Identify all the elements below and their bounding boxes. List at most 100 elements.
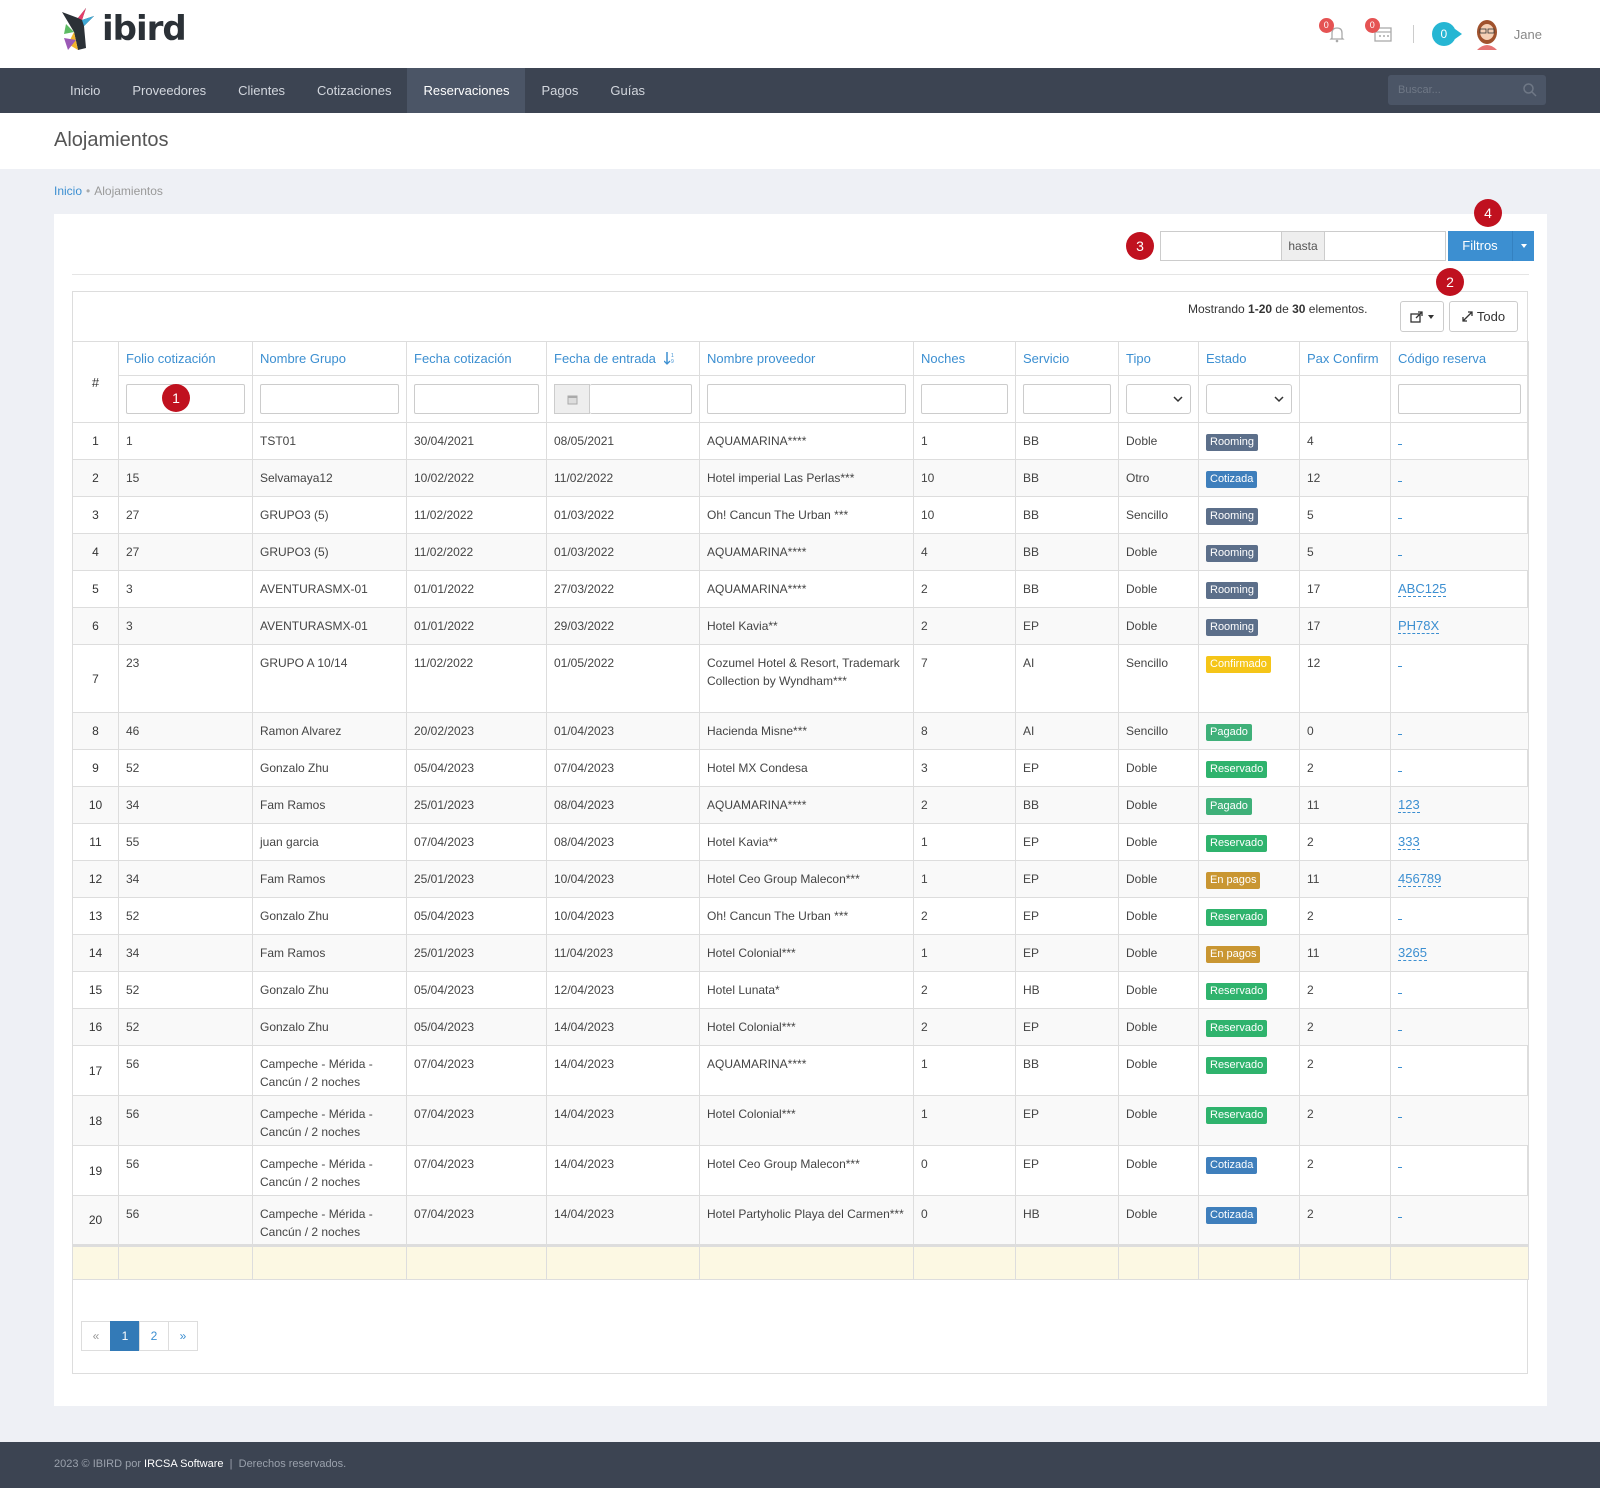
reservation-code-link[interactable]: PH78X — [1398, 618, 1440, 634]
table-row[interactable]: 14 34 Fam Ramos 25/01/2023 11/04/2023 Hotel C… — [72, 934, 1529, 972]
table-row[interactable]: 11 55 juan garcia 07/04/2023 08/04/2023 Hotel… — [72, 823, 1529, 861]
table-row[interactable]: 18 56 Campeche - Mérida - Cancún / 2 noche… — [72, 1095, 1529, 1146]
cell-pax: 2 — [1299, 1195, 1391, 1246]
reservation-code-empty-link[interactable] — [1398, 555, 1402, 556]
nav-item-pagos[interactable]: Pagos — [541, 83, 579, 98]
table-row[interactable]: 3 27 GRUPO3 (5) 11/02/2022 01/03/2022 Oh! Can… — [72, 496, 1529, 534]
search-input[interactable] — [1388, 75, 1508, 105]
table-row[interactable]: 1 1 TST01 30/04/2021 08/05/2021 AQUAMARINA***… — [72, 422, 1529, 460]
col-tipo[interactable]: Tipo — [1118, 341, 1199, 376]
cell-grupo: Fam Ramos — [252, 934, 407, 972]
reservation-code-empty-link[interactable] — [1398, 771, 1402, 772]
table-row[interactable]: 8 46 Ramon Alvarez 20/02/2023 01/04/2023 Haci… — [72, 712, 1529, 750]
filter-fecha-cotizacion-input[interactable] — [414, 384, 539, 414]
cell-folio: 27 — [118, 533, 253, 571]
reservation-code-empty-link[interactable] — [1398, 1117, 1402, 1118]
cell-grupo: AVENTURASMX-01 — [252, 570, 407, 608]
reservation-code-empty-link[interactable] — [1398, 1030, 1402, 1031]
table-row[interactable]: 10 34 Fam Ramos 25/01/2023 08/04/2023 AQUAMAR… — [72, 786, 1529, 824]
table-row[interactable]: 12 34 Fam Ramos 25/01/2023 10/04/2023 Hotel C… — [72, 860, 1529, 898]
table-row[interactable]: 13 52 Gonzalo Zhu 05/04/2023 10/04/2023 Oh! C… — [72, 897, 1529, 935]
avatar[interactable] — [1472, 18, 1502, 50]
col-folio[interactable]: Folio cotización — [118, 341, 253, 376]
reservation-code-empty-link[interactable] — [1398, 734, 1402, 735]
reservation-code-link[interactable]: 333 — [1398, 834, 1420, 850]
filter-codigo-input[interactable] — [1398, 384, 1521, 414]
cell-estado: Cotizada — [1198, 1195, 1300, 1246]
nav-search[interactable] — [1388, 75, 1546, 105]
pagination-prev[interactable]: « — [81, 1321, 111, 1351]
cell-fent: 10/04/2023 — [546, 860, 700, 898]
table-row[interactable]: 16 52 Gonzalo Zhu 05/04/2023 14/04/2023 Hotel… — [72, 1008, 1529, 1046]
filter-noches-input[interactable] — [921, 384, 1008, 414]
filter-servicio-input[interactable] — [1023, 384, 1111, 414]
nav-item-inicio[interactable]: Inicio — [70, 83, 101, 98]
pagination-page-2[interactable]: 2 — [139, 1321, 169, 1351]
nav-item-cotizaciones[interactable]: Cotizaciones — [317, 83, 392, 98]
pagination-page-1[interactable]: 1 — [110, 1321, 140, 1351]
filtros-button[interactable]: Filtros — [1448, 231, 1512, 261]
cell-noches: 2 — [913, 607, 1016, 645]
filter-proveedor-input[interactable] — [707, 384, 906, 414]
col-noches[interactable]: Noches — [913, 341, 1016, 376]
footer-brand[interactable]: IRCSA Software — [144, 1458, 224, 1470]
user-name[interactable]: Jane — [1513, 26, 1542, 42]
table-row[interactable]: 19 56 Campeche - Mérida - Cancún / 2 noche… — [72, 1145, 1529, 1196]
table-row[interactable]: 15 52 Gonzalo Zhu 05/04/2023 12/04/2023 Hotel… — [72, 971, 1529, 1009]
reservation-code-empty-link[interactable] — [1398, 666, 1402, 667]
table-row[interactable]: 9 52 Gonzalo Zhu 05/04/2023 07/04/2023 Hotel … — [72, 749, 1529, 787]
col-servicio[interactable]: Servicio — [1015, 341, 1119, 376]
col-fecha-cotizacion[interactable]: Fecha cotización — [406, 341, 547, 376]
cell-codigo — [1390, 533, 1529, 571]
nav-item-clientes[interactable]: Clientes — [238, 83, 286, 98]
reservation-code-link[interactable]: ABC125 — [1398, 581, 1447, 597]
pagination-next[interactable]: » — [168, 1321, 198, 1351]
table-row[interactable]: 17 56 Campeche - Mérida - Cancún / 2 noche… — [72, 1045, 1529, 1096]
reservation-code-link[interactable]: 3265 — [1398, 945, 1427, 961]
reservation-code-link[interactable]: 456789 — [1398, 871, 1442, 887]
reservation-code-empty-link[interactable] — [1398, 444, 1402, 445]
toggle-all-button[interactable]: Todo — [1449, 301, 1518, 332]
filtros-dropdown-toggle[interactable] — [1512, 231, 1534, 261]
logo[interactable]: ibird — [56, 4, 187, 54]
reservation-code-empty-link[interactable] — [1398, 481, 1402, 482]
filter-estado-select[interactable] — [1206, 384, 1292, 414]
col-estado[interactable]: Estado — [1198, 341, 1300, 376]
table-row[interactable]: 4 27 GRUPO3 (5) 11/02/2022 01/03/2022 AQUAMAR… — [72, 533, 1529, 571]
cell-prov: Hotel Colonial*** — [699, 1008, 914, 1046]
nav-item-proveedores[interactable]: Proveedores — [132, 83, 207, 98]
date-to-input[interactable] — [1324, 231, 1446, 261]
table-row[interactable]: 20 56 Campeche - Mérida - Cancún / 2 noche… — [72, 1195, 1529, 1246]
reservation-code-empty-link[interactable] — [1398, 993, 1402, 994]
col-proveedor[interactable]: Nombre proveedor — [699, 341, 914, 376]
col-grupo[interactable]: Nombre Grupo — [252, 341, 407, 376]
filter-fecha-entrada-input[interactable] — [590, 384, 692, 414]
notifications-button[interactable]: 0 — [1318, 18, 1351, 48]
cell-prov: Hotel Ceo Group Malecon*** — [699, 1145, 914, 1196]
nav-item-gu-as[interactable]: Guías — [610, 83, 646, 98]
search-icon[interactable] — [1522, 82, 1538, 98]
reservation-code-empty-link[interactable] — [1398, 1067, 1402, 1068]
table-row[interactable]: 7 23 GRUPO A 10/14 11/02/2022 01/05/2022 Cozu… — [72, 644, 1529, 713]
table-row[interactable]: 5 3 AVENTURASMX-01 01/01/2022 27/03/2022 AQUA… — [72, 570, 1529, 608]
reservation-code-empty-link[interactable] — [1398, 518, 1402, 519]
counter-badge[interactable]: 0 — [1431, 22, 1462, 46]
reservation-code-empty-link[interactable] — [1398, 919, 1402, 920]
calendar-button[interactable]: 0 — [1364, 18, 1397, 48]
date-from-input[interactable] — [1160, 231, 1282, 261]
col-codigo[interactable]: Código reserva — [1390, 341, 1529, 376]
row-index: 1 — [72, 422, 119, 460]
cell-prov: AQUAMARINA**** — [699, 570, 914, 608]
reservation-code-empty-link[interactable] — [1398, 1167, 1402, 1168]
filter-grupo-input[interactable] — [260, 384, 399, 414]
col-pax[interactable]: Pax Confirm — [1299, 341, 1391, 376]
table-row[interactable]: 6 3 AVENTURASMX-01 01/01/2022 29/03/2022 Hote… — [72, 607, 1529, 645]
table-row[interactable]: 2 15 Selvamaya12 10/02/2022 11/02/2022 Hotel … — [72, 459, 1529, 497]
export-button[interactable] — [1400, 301, 1444, 332]
filter-calendar-addon[interactable] — [554, 384, 590, 414]
nav-item-reservaciones[interactable]: Reservaciones — [407, 68, 526, 113]
breadcrumb-home[interactable]: Inicio — [54, 184, 83, 198]
reservation-code-empty-link[interactable] — [1398, 1217, 1402, 1218]
reservation-code-link[interactable]: 123 — [1398, 797, 1420, 813]
